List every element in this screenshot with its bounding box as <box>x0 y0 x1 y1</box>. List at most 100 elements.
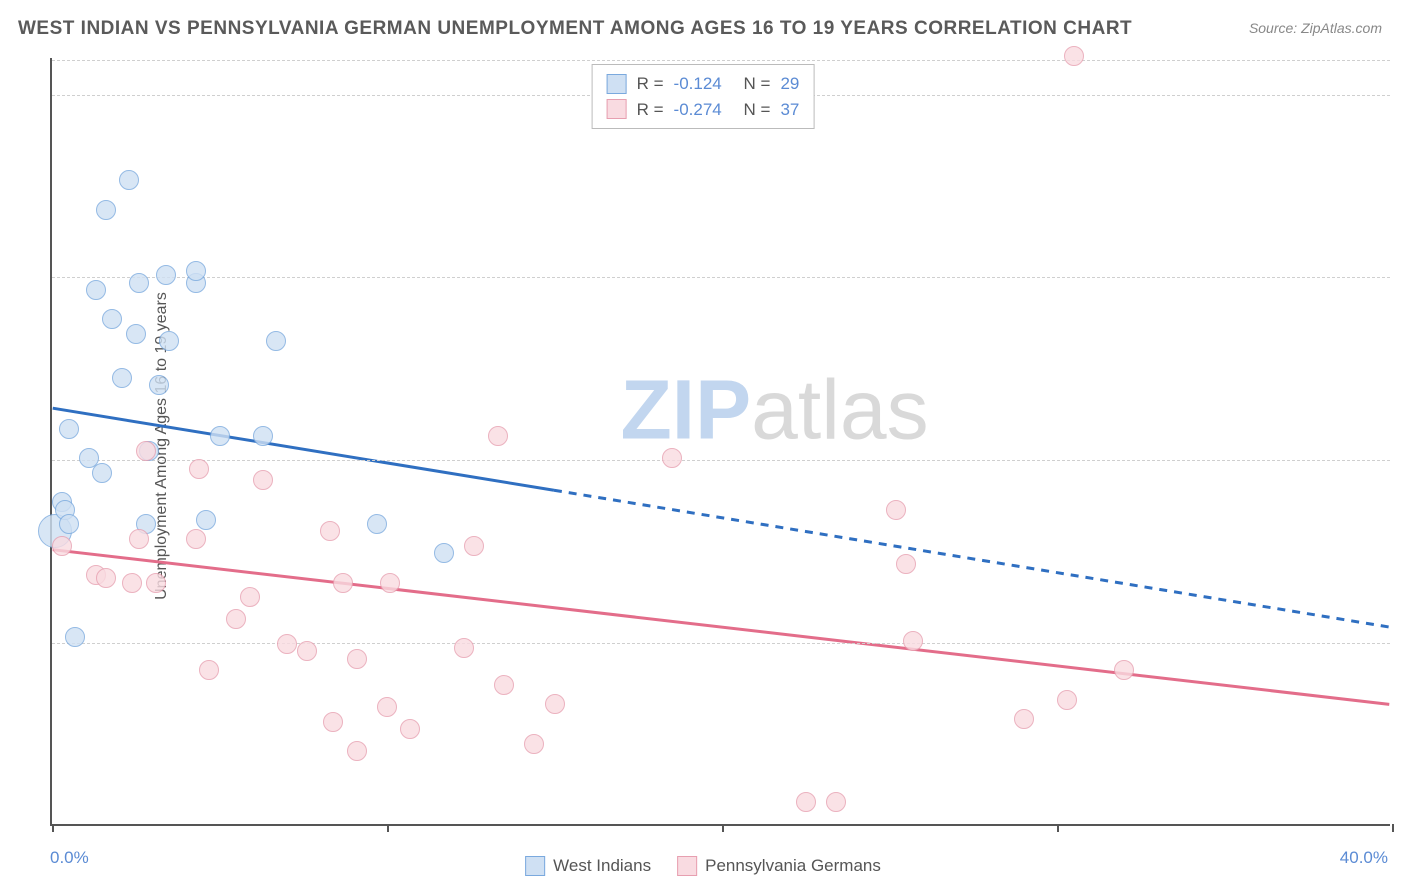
data-point <box>240 587 260 607</box>
data-point <box>896 554 916 574</box>
data-point <box>122 573 142 593</box>
r-value: -0.124 <box>674 71 734 97</box>
data-point <box>277 634 297 654</box>
data-point <box>826 792 846 812</box>
data-point <box>297 641 317 661</box>
data-point <box>102 309 122 329</box>
data-point <box>494 675 514 695</box>
legend-correlation-row: R = -0.274 N = 37 <box>607 97 800 123</box>
data-point <box>156 265 176 285</box>
data-point <box>488 426 508 446</box>
legend-correlation-row: R = -0.124 N = 29 <box>607 71 800 97</box>
x-axis-max-label: 40.0% <box>1340 848 1388 868</box>
watermark: ZIPatlas <box>620 362 928 459</box>
data-point <box>52 536 72 556</box>
data-point <box>59 419 79 439</box>
x-tick <box>1057 824 1059 832</box>
gridline <box>52 60 1390 61</box>
source-label: Source: ZipAtlas.com <box>1249 20 1382 36</box>
legend-correlation: R = -0.124 N = 29 R = -0.274 N = 37 <box>592 64 815 129</box>
r-label: R = <box>637 71 664 97</box>
data-point <box>333 573 353 593</box>
x-tick <box>722 824 724 832</box>
swatch <box>525 856 545 876</box>
swatch <box>677 856 697 876</box>
data-point <box>253 426 273 446</box>
x-tick <box>52 824 54 832</box>
chart-title: WEST INDIAN VS PENNSYLVANIA GERMAN UNEMP… <box>18 18 1132 40</box>
data-point <box>1057 690 1077 710</box>
data-point <box>524 734 544 754</box>
trend-line <box>53 550 1390 705</box>
plot-area: ZIPatlas 12.5%25.0%37.5%50.0% <box>50 58 1390 826</box>
data-point <box>266 331 286 351</box>
data-point <box>119 170 139 190</box>
data-point <box>146 573 166 593</box>
watermark-atlas: atlas <box>751 363 928 457</box>
data-point <box>367 514 387 534</box>
data-point <box>129 529 149 549</box>
n-label: N = <box>744 71 771 97</box>
trend-line <box>53 408 554 490</box>
data-point <box>886 500 906 520</box>
data-point <box>380 573 400 593</box>
trend-line <box>554 490 1389 627</box>
data-point <box>149 375 169 395</box>
data-point <box>347 741 367 761</box>
gridline <box>52 460 1390 461</box>
n-value: 37 <box>780 97 799 123</box>
swatch <box>607 99 627 119</box>
data-point <box>253 470 273 490</box>
swatch <box>607 74 627 94</box>
legend-label: Pennsylvania Germans <box>705 856 881 876</box>
data-point <box>196 510 216 530</box>
x-tick <box>387 824 389 832</box>
data-point <box>454 638 474 658</box>
data-point <box>434 543 454 563</box>
data-point <box>189 459 209 479</box>
data-point <box>1114 660 1134 680</box>
n-value: 29 <box>780 71 799 97</box>
data-point <box>96 200 116 220</box>
data-point <box>662 448 682 468</box>
data-point <box>400 719 420 739</box>
x-tick <box>1392 824 1394 832</box>
data-point <box>320 521 340 541</box>
data-point <box>186 529 206 549</box>
data-point <box>545 694 565 714</box>
data-point <box>464 536 484 556</box>
watermark-zip: ZIP <box>620 363 751 457</box>
trend-svg <box>52 58 1390 824</box>
data-point <box>210 426 230 446</box>
data-point <box>226 609 246 629</box>
data-point <box>903 631 923 651</box>
data-point <box>1064 46 1084 66</box>
r-value: -0.274 <box>674 97 734 123</box>
data-point <box>96 568 116 588</box>
data-point <box>92 463 112 483</box>
data-point <box>796 792 816 812</box>
legend-series-item: West Indians <box>525 856 651 876</box>
data-point <box>65 627 85 647</box>
data-point <box>136 441 156 461</box>
data-point <box>347 649 367 669</box>
legend-label: West Indians <box>553 856 651 876</box>
data-point <box>199 660 219 680</box>
x-axis-min-label: 0.0% <box>50 848 89 868</box>
data-point <box>159 331 179 351</box>
data-point <box>1014 709 1034 729</box>
data-point <box>323 712 343 732</box>
r-label: R = <box>637 97 664 123</box>
data-point <box>59 514 79 534</box>
data-point <box>186 261 206 281</box>
n-label: N = <box>744 97 771 123</box>
data-point <box>86 280 106 300</box>
data-point <box>112 368 132 388</box>
legend-series-item: Pennsylvania Germans <box>677 856 881 876</box>
legend-series: West Indians Pennsylvania Germans <box>525 856 881 876</box>
data-point <box>126 324 146 344</box>
data-point <box>377 697 397 717</box>
data-point <box>129 273 149 293</box>
gridline <box>52 643 1390 644</box>
gridline <box>52 277 1390 278</box>
